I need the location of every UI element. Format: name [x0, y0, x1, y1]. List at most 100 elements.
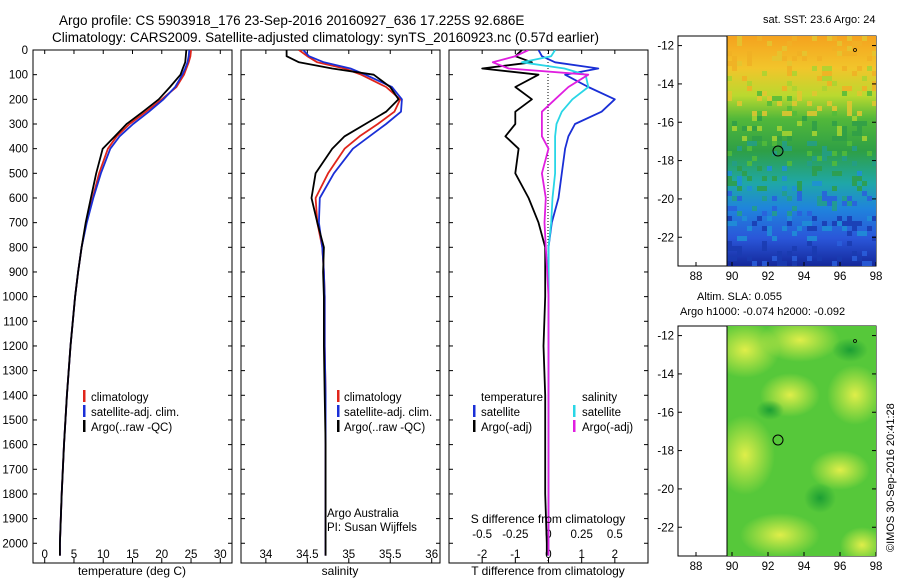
- sst-cell: [747, 186, 752, 191]
- sst-cell: [757, 216, 762, 221]
- sst-cell: [812, 66, 817, 71]
- temperature-tick-label: 5: [71, 549, 77, 561]
- t-diff-satellite-line: [537, 50, 616, 556]
- sst-cell: [847, 141, 852, 146]
- depth-tick-label: 1400: [2, 390, 28, 402]
- sst-cell: [732, 256, 737, 261]
- sst-cell: [852, 251, 857, 256]
- sst-cell: [852, 116, 857, 121]
- depth-tick-label: 1900: [2, 514, 28, 526]
- sst-cell: [827, 196, 832, 201]
- sst-cell: [852, 146, 857, 151]
- legend-t-satellite-label: satellite: [481, 407, 520, 419]
- salinity-tick-label: 34.5: [296, 549, 318, 561]
- sst-cell: [747, 56, 752, 61]
- sst-cell: [817, 166, 822, 171]
- sst-cell: [787, 221, 792, 226]
- sst-cell: [812, 251, 817, 256]
- sst-cell: [867, 91, 872, 96]
- temperature-xlabel: temperature (deg C): [78, 564, 186, 578]
- sst-cell: [797, 121, 802, 126]
- sst-cell: [797, 211, 802, 216]
- depth-tick-label: 1200: [2, 341, 28, 353]
- sst-cell: [777, 136, 782, 141]
- s-difference-tick-label: 0.25: [570, 529, 592, 541]
- sst-cell: [737, 196, 742, 201]
- sst-cell: [797, 186, 802, 191]
- sst-cell: [812, 171, 817, 176]
- sst-island-marker: [853, 48, 857, 52]
- sst-cell: [817, 196, 822, 201]
- legend-s-argo-label: Argo(-adj): [582, 422, 633, 434]
- legend-t-argo-swatch: [473, 420, 476, 432]
- sst-cell: [862, 191, 867, 196]
- sst-cell: [782, 261, 787, 266]
- sst-cell: [727, 51, 732, 56]
- sst-cell: [842, 201, 847, 206]
- sst-cell: [757, 36, 762, 41]
- map-y-tick-label: -20: [657, 194, 674, 206]
- t-difference-tick-label: -2: [477, 549, 487, 561]
- sst-cell: [772, 206, 777, 211]
- header-line-1: Argo profile: CS 5903918_176 23-Sep-2016…: [59, 13, 524, 28]
- sst-cell: [872, 236, 876, 241]
- sst-cell: [767, 166, 772, 171]
- sst-cell: [812, 126, 817, 131]
- sst-cell: [807, 141, 812, 146]
- t-diff-argo-line: [481, 50, 548, 556]
- t-difference-tick-label: 2: [612, 549, 618, 561]
- sst-cell: [822, 196, 827, 201]
- sst-cell: [742, 236, 747, 241]
- sst-cell: [792, 71, 797, 76]
- sst-cell: [787, 216, 792, 221]
- sst-cell: [757, 136, 762, 141]
- sla-high-blob: [760, 326, 840, 362]
- sst-cell: [852, 131, 857, 136]
- legend-argo-label: Argo(..raw -QC): [91, 422, 172, 434]
- depth-tick-label: 1600: [2, 440, 28, 452]
- sst-cell: [762, 246, 767, 251]
- sst-cell: [867, 216, 872, 221]
- map-y-tick-label: -20: [657, 484, 674, 496]
- t-difference-tick-label: 1: [578, 549, 584, 561]
- sst-cell: [787, 131, 792, 136]
- sst-cell: [817, 76, 822, 81]
- sst-cell: [737, 146, 742, 151]
- sst-cell: [782, 191, 787, 196]
- legend-satellite-label: satellite-adj. clim.: [344, 407, 432, 419]
- sst-cell: [842, 126, 847, 131]
- sst-cell: [797, 191, 802, 196]
- sst-cell: [842, 91, 847, 96]
- sst-cell: [832, 151, 837, 156]
- sst-cell: [827, 151, 832, 156]
- sst-cell: [767, 101, 772, 106]
- sst-cell: [757, 91, 762, 96]
- sst-cell: [762, 196, 767, 201]
- sst-cell: [857, 256, 862, 261]
- temperature-tick-label: 15: [126, 549, 139, 561]
- temperature-tick-label: 0: [42, 549, 48, 561]
- temperature-legend: climatology satellite-adj. clim. Argo(..…: [83, 390, 179, 434]
- sst-cell: [792, 56, 797, 61]
- sst-cell: [867, 196, 872, 201]
- sst-cell: [812, 111, 817, 116]
- sst-cell: [787, 81, 792, 86]
- salinity-xlabel: salinity: [322, 564, 359, 578]
- sst-cell: [792, 186, 797, 191]
- sst-cell: [827, 76, 832, 81]
- sst-cell: [827, 226, 832, 231]
- sst-cell: [812, 141, 817, 146]
- sst-cell: [832, 46, 837, 51]
- sst-cell: [787, 106, 792, 111]
- sst-cell: [752, 261, 757, 266]
- sst-cell: [737, 176, 742, 181]
- sst-cell: [792, 36, 797, 41]
- sst-cell: [797, 226, 802, 231]
- sla-high-blob: [827, 365, 876, 425]
- sst-cell: [727, 246, 732, 251]
- sst-cell: [762, 241, 767, 246]
- sst-cell: [872, 51, 876, 56]
- sst-cell: [737, 186, 742, 191]
- sst-cell: [867, 261, 872, 266]
- sst-cell: [772, 236, 777, 241]
